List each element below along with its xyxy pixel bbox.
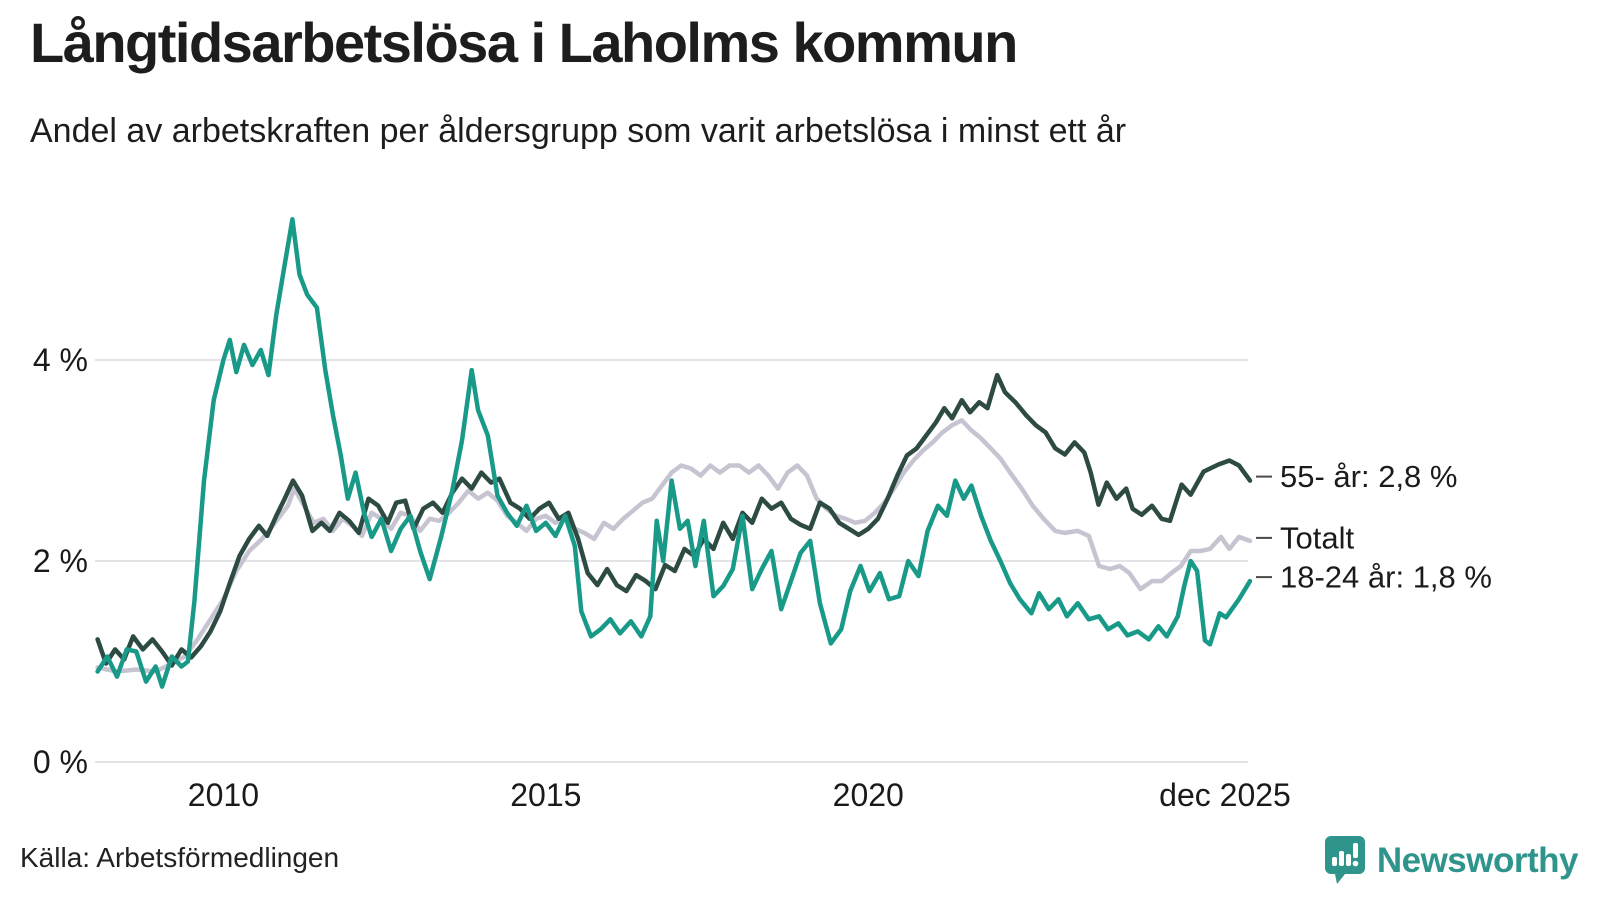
newsworthy-logo: Newsworthy	[1324, 836, 1579, 886]
series-line-totalt	[95, 418, 1253, 674]
y-tick-label: 0 %	[33, 744, 88, 780]
series-end-label-55-ar: 55- år: 2,8 %	[1280, 459, 1457, 494]
page-subtitle: Andel av arbetskraften per åldersgrupp s…	[30, 112, 1127, 150]
x-tick-label: dec 2025	[1159, 777, 1291, 813]
newsworthy-icon	[1324, 836, 1365, 884]
source-note: Källa: Arbetsförmedlingen	[20, 842, 340, 873]
series-line-55-ar	[95, 372, 1253, 668]
x-tick-label: 2015	[510, 777, 581, 813]
newsworthy-wordmark: Newsworthy	[1376, 841, 1579, 880]
y-tick-label: 4 %	[33, 342, 88, 378]
y-tick-label: 2 %	[33, 543, 88, 579]
page-title: Långtidsarbetslösa i Laholms kommun	[30, 11, 1018, 74]
series-line-18-24-ar	[95, 217, 1253, 689]
series-end-label-18-24-ar: 18-24 år: 1,8 %	[1280, 560, 1492, 595]
x-tick-label: 2010	[188, 777, 259, 813]
x-tick-label: 2020	[833, 777, 904, 813]
series-end-label-totalt: Totalt	[1280, 520, 1354, 555]
